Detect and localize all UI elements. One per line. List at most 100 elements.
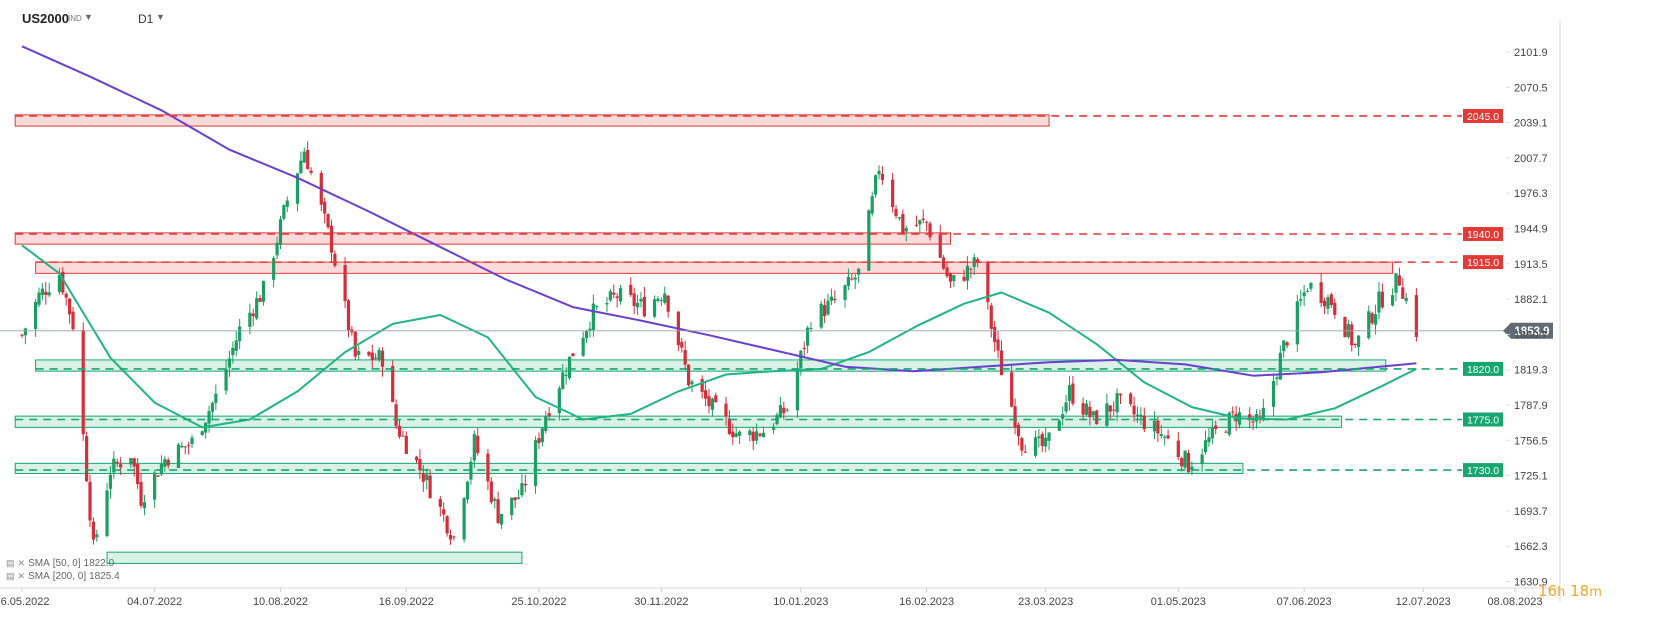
candle-down [642,296,646,317]
candle-down [999,350,1004,376]
candle-down [438,498,442,507]
candle-down [71,311,75,330]
candle-down [1333,302,1337,315]
y-tick-label: 1787.9 [1514,400,1548,412]
y-tick-label: 1850.7 [1514,329,1548,341]
candle-up [1275,377,1279,379]
candle-down [367,351,371,356]
candle-up [737,431,742,436]
candle-up [472,434,476,461]
candle-up [544,416,548,432]
candle-down [1186,452,1191,473]
candle-down [397,425,402,437]
candle-down [343,265,347,301]
candle-down [989,305,993,329]
candle-down [428,475,432,499]
candle-up [282,205,286,219]
candle-up [799,350,803,369]
current-price-tag [1503,322,1553,339]
candle-down [1013,406,1017,428]
candle-down [758,433,762,436]
candle-up [710,398,714,410]
symbol-name[interactable]: US2000 [22,11,69,26]
candle-up [785,409,789,411]
candle-up [1067,385,1072,401]
candle-up [1037,436,1041,439]
candle-down [714,395,718,403]
candle-up [1394,273,1398,293]
candle-up [214,393,218,403]
candle-down [914,224,919,226]
legend-value: 1822.0 [83,558,115,569]
sma-50-line [21,244,1417,429]
candle-up [748,430,752,436]
candle-up [1163,436,1167,438]
candle-down [374,357,378,359]
timeframe-selector[interactable]: D1 [138,12,154,26]
close-icon[interactable]: ✕ [17,571,26,581]
candle-down [404,435,408,454]
candle-up [180,445,184,448]
candle-down [1081,403,1085,415]
candle-up [1091,411,1095,416]
level-label: 1915.0 [1467,257,1499,269]
candle-up [829,296,834,301]
candle-down [802,347,806,349]
candle-up [754,431,759,441]
candle-up [1159,433,1163,436]
candle-up [652,299,657,317]
candle-up [1254,414,1259,422]
candle-up [200,431,204,436]
y-tick-label: 2007.7 [1514,153,1548,165]
candle-down [850,278,854,280]
candle-down [724,403,728,417]
settings-icon[interactable]: ▤ [6,571,15,581]
y-tick-label: 2039.1 [1514,118,1548,130]
candle-down [707,396,711,407]
candle-down [513,497,517,501]
close-icon[interactable]: ✕ [17,558,26,568]
candle-up [1183,450,1187,468]
candle-down [139,482,143,506]
candle-up [302,151,306,163]
level-tag [1463,463,1503,478]
candle-up [142,502,147,509]
candle-down [166,459,170,466]
candle-down [1370,313,1374,324]
candle-up [510,497,514,516]
candle-down [986,262,990,303]
candle-up [234,340,238,351]
candle-up [108,474,113,489]
timeframe-dropdown-icon[interactable]: ▼ [156,12,165,22]
candle-up [588,328,592,331]
candle-down [1285,342,1289,346]
candle-up [826,300,830,315]
resistance-zone [35,261,1394,274]
candle-up [846,276,851,286]
candle-up [584,330,589,339]
settings-icon[interactable]: ▤ [6,558,15,568]
candle-down [333,253,337,266]
symbol-dropdown-icon[interactable]: ▼ [84,12,93,22]
candle-up [47,292,51,296]
resistance-zone [14,232,951,245]
timer-hours-unit: h [1557,585,1566,600]
candle-down [1248,414,1252,419]
candle-down [1118,393,1123,396]
current-price-label: 1853.9 [1514,326,1549,338]
candle-down [1224,431,1228,433]
candle-up [1227,412,1231,435]
candle-down [683,349,687,365]
x-tick-label: 04.07.2022 [127,596,182,608]
candle-down [445,516,449,534]
candle-up [877,170,881,175]
legend-value: 1825.4 [89,571,120,582]
candle-down [418,459,422,471]
legend-params: [200, 0] [52,571,87,582]
candle-down [547,413,551,417]
candle-down [1088,406,1092,418]
candle-up [1390,295,1395,306]
level-label: 1730.0 [1467,465,1499,477]
